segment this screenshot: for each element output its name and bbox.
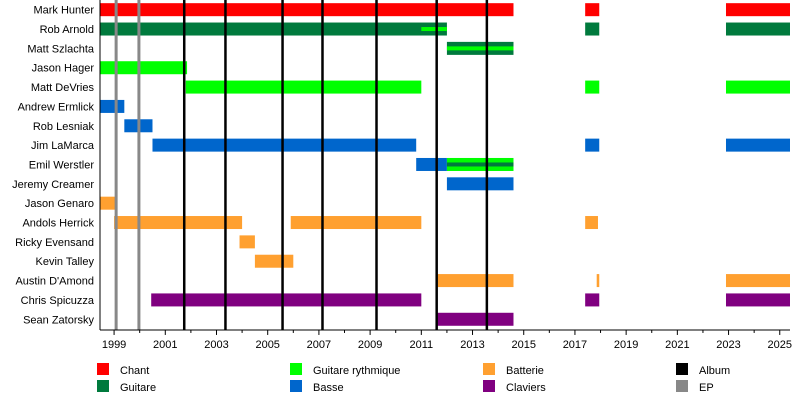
member-label: Mark Hunter xyxy=(33,5,94,17)
x-tick-label: 2025 xyxy=(768,339,792,351)
bar-rythmique xyxy=(185,80,422,94)
bar-stripe-rythmique xyxy=(446,46,514,51)
bar-batterie xyxy=(585,216,598,230)
bar-batterie xyxy=(290,216,422,230)
bar-rythmique xyxy=(585,80,600,94)
x-tick-label: 2019 xyxy=(614,339,638,351)
member-label: Matt Szlachta xyxy=(27,43,95,55)
bar-batterie xyxy=(239,235,255,249)
legend-swatch-ep xyxy=(676,380,688,392)
x-tick-label: 2021 xyxy=(665,339,689,351)
bar-stripe-guitare xyxy=(446,162,514,167)
legend-swatch-album xyxy=(676,363,688,375)
bar-rythmique xyxy=(725,80,790,94)
legend-label-claviers: Claviers xyxy=(506,382,546,394)
legend-swatch-basse xyxy=(290,380,302,392)
bar-rythmique xyxy=(100,61,188,75)
bar-basse xyxy=(446,177,514,191)
bar-batterie xyxy=(436,274,514,288)
member-label: Rob Lesniak xyxy=(33,121,95,133)
bar-stripe-rythmique xyxy=(421,27,447,32)
member-label: Jason Hager xyxy=(32,63,95,75)
bar-batterie xyxy=(114,216,243,230)
bar-chant xyxy=(725,3,790,17)
member-label: Ricky Evensand xyxy=(15,237,94,249)
legend-label-basse: Basse xyxy=(313,382,344,394)
bar-basse xyxy=(100,99,125,113)
x-tick-label: 2003 xyxy=(204,339,228,351)
bar-guitare xyxy=(585,22,600,36)
member-label: Matt DeVries xyxy=(31,82,95,94)
bar-guitare xyxy=(725,22,790,36)
x-tick-label: 2009 xyxy=(358,339,382,351)
bar-basse xyxy=(585,138,600,152)
member-label: Jason Genaro xyxy=(25,198,94,210)
legend-label-chant: Chant xyxy=(120,365,149,377)
bar-claviers xyxy=(585,293,600,307)
member-label: Andols Herrick xyxy=(22,218,94,230)
member-label: Emil Werstler xyxy=(29,159,95,171)
member-label: Kevin Talley xyxy=(36,256,95,268)
bar-batterie xyxy=(254,254,294,268)
member-label: Rob Arnold xyxy=(40,24,94,36)
legend-swatch-guitare xyxy=(97,380,109,392)
legend-label-batterie: Batterie xyxy=(506,365,544,377)
bar-batterie xyxy=(725,274,790,288)
member-label: Jim LaMarca xyxy=(31,140,95,152)
bar-basse xyxy=(152,138,417,152)
x-tick-label: 2001 xyxy=(153,339,177,351)
bar-claviers xyxy=(436,312,514,326)
legend-swatch-claviers xyxy=(483,380,495,392)
member-label: Andrew Ermlick xyxy=(18,101,95,113)
legend-swatch-rythmique xyxy=(290,363,302,375)
bar-basse xyxy=(416,157,447,171)
bar-guitare xyxy=(100,22,447,36)
x-tick-label: 2011 xyxy=(409,339,433,351)
bar-chant xyxy=(100,3,514,17)
x-tick-label: 2007 xyxy=(307,339,331,351)
x-tick-label: 2005 xyxy=(255,339,279,351)
legend-label-guitare: Guitare xyxy=(120,382,156,394)
x-tick-label: 2023 xyxy=(716,339,740,351)
legend-label-rythmique: Guitare rythmique xyxy=(313,365,400,377)
member-label: Sean Zatorsky xyxy=(23,314,94,326)
member-label: Jeremy Creamer xyxy=(12,179,94,191)
bar-batterie xyxy=(596,274,600,288)
x-tick-label: 1999 xyxy=(102,339,126,351)
x-tick-label: 2015 xyxy=(511,339,535,351)
legend-swatch-chant xyxy=(97,363,109,375)
member-label: Austin D'Amond xyxy=(15,276,94,288)
bar-batterie xyxy=(100,196,116,210)
bar-chant xyxy=(585,3,600,17)
legend-label-album: Album xyxy=(699,365,730,377)
member-label: Chris Spicuzza xyxy=(21,295,95,307)
x-tick-label: 2013 xyxy=(460,339,484,351)
bar-claviers xyxy=(725,293,790,307)
x-tick-label: 2017 xyxy=(563,339,587,351)
legend-swatch-batterie xyxy=(483,363,495,375)
legend-label-ep: EP xyxy=(699,382,714,394)
bar-claviers xyxy=(151,293,422,307)
bar-basse xyxy=(725,138,790,152)
